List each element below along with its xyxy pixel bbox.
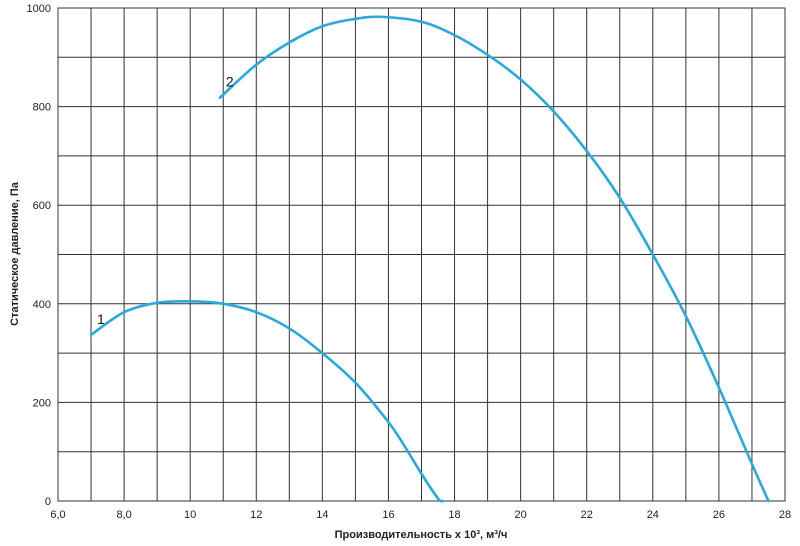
series-group: 12	[89, 15, 770, 503]
y-tick-label: 400	[33, 299, 51, 311]
series-2-line	[218, 15, 770, 503]
x-tick-label: 8,0	[116, 509, 131, 521]
x-tick-label: 6,0	[50, 509, 65, 521]
x-tick-label: 14	[316, 509, 328, 521]
y-tick-label: 0	[45, 496, 51, 508]
series-1-label: 1	[97, 311, 105, 327]
grid	[58, 8, 785, 501]
x-tick-label: 28	[779, 509, 791, 521]
y-tick-label: 200	[33, 397, 51, 409]
x-tick-label: 12	[250, 509, 262, 521]
y-axis-label: Статическое давление, Па	[9, 181, 21, 326]
y-tick-label: 1000	[27, 3, 51, 15]
x-tick-label: 20	[515, 509, 527, 521]
x-tick-label: 10	[184, 509, 196, 521]
series-2-label: 2	[226, 74, 234, 90]
y-tick-label: 800	[33, 102, 51, 114]
x-tick-label: 24	[647, 509, 659, 521]
x-tick-label: 26	[713, 509, 725, 521]
x-tick-label: 22	[581, 509, 593, 521]
x-tick-label: 16	[382, 509, 394, 521]
series-1-line	[89, 299, 445, 503]
tick-labels: 6,0 8,0 10 12 14 16 18 20 22 24 26 2802004006008001…	[27, 3, 792, 521]
x-tick-label: 18	[448, 509, 460, 521]
plot-frame	[57, 7, 786, 502]
y-tick-label: 600	[33, 200, 51, 212]
x-axis-label: Производительность x 10³, м³/ч	[335, 529, 508, 541]
